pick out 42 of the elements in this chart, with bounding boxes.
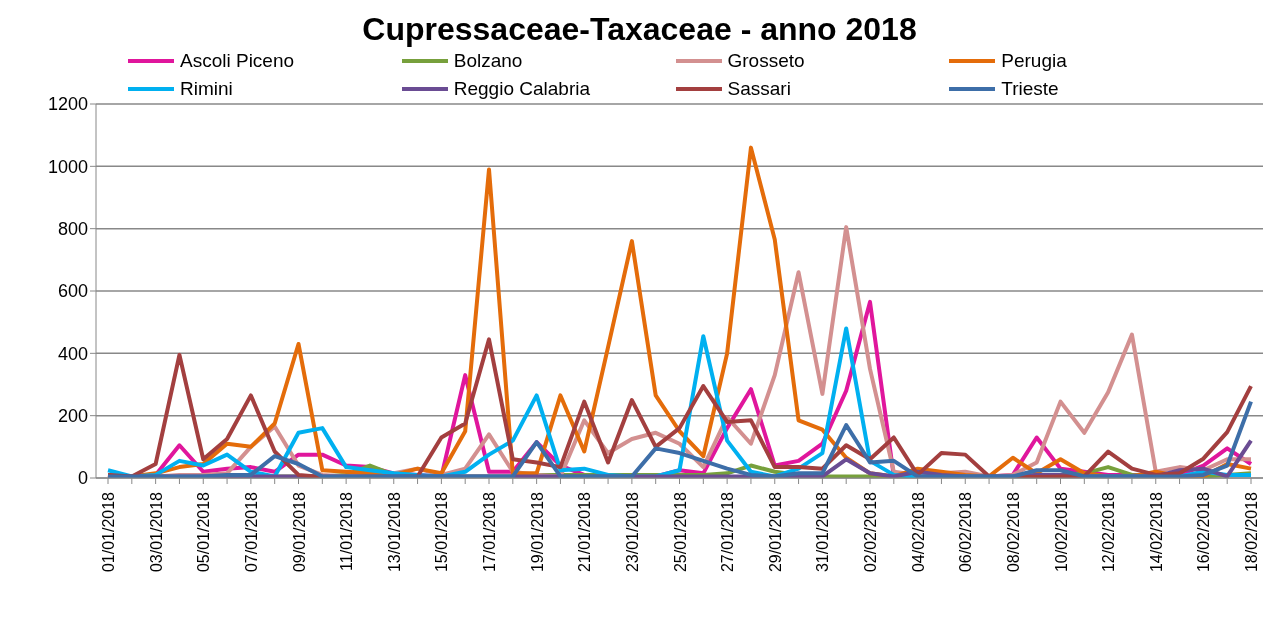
x-tick-label: 02/02/2018 <box>862 491 879 573</box>
x-tick-label: 05/01/2018 <box>195 491 213 573</box>
x-tick-label: 12/02/2018 <box>1100 491 1118 573</box>
x-tick-label: 04/02/2018 <box>909 491 927 573</box>
x-tick-label: 10/02/2018 <box>1052 491 1070 573</box>
legend-label: Ascoli Piceno <box>180 50 295 72</box>
legend-label: Reggio Calabria <box>453 78 590 100</box>
x-tick-label: 08/02/2018 <box>1004 491 1022 573</box>
legend-label: Trieste <box>1001 78 1059 100</box>
x-tick-label: 19/01/2018 <box>528 491 546 573</box>
x-tick-label: 09/01/2018 <box>290 491 308 573</box>
chart-title: Cupressaceae-Taxaceae - anno 2018 <box>361 10 918 49</box>
x-tick-label: 15/01/2018 <box>433 491 451 573</box>
x-tick-label: 11/01/2018 <box>338 491 356 571</box>
line-series <box>106 399 1253 478</box>
y-tick-label: 800 <box>57 219 88 240</box>
x-tick-label: 13/01/2018 <box>385 491 403 573</box>
x-tick-label: 23/01/2018 <box>623 491 641 573</box>
x-tick-label: 07/01/2018 <box>242 491 260 573</box>
legend-label: Grosseto <box>727 50 805 72</box>
legend-label: Bolzano <box>453 50 523 72</box>
y-tick-label: 0 <box>77 468 88 489</box>
y-tick-label: 1200 <box>47 94 88 115</box>
x-tick-label: 29/01/2018 <box>766 491 784 573</box>
x-tick-label: 25/01/2018 <box>671 491 689 573</box>
x-tick-label: 16/02/2018 <box>1195 491 1213 573</box>
x-tick-label: 06/02/2018 <box>957 491 975 573</box>
y-tick-label: 600 <box>57 281 88 302</box>
legend-label: Perugia <box>1001 50 1067 72</box>
x-tick-label: 17/01/2018 <box>481 491 498 573</box>
x-tick-label: 01/01/2018 <box>100 491 117 573</box>
x-tick-label: 31/01/2018 <box>814 491 832 573</box>
y-tick-label: 400 <box>57 343 88 364</box>
legend-label: Rimini <box>180 78 233 100</box>
x-tick-label: 14/02/2018 <box>1147 491 1165 573</box>
y-tick-label: 200 <box>57 406 88 427</box>
x-tick-label: 03/01/2018 <box>147 491 165 573</box>
x-tick-label: 21/01/2018 <box>576 491 594 573</box>
x-tick-label: 27/01/2018 <box>719 491 737 573</box>
y-tick-label: 1000 <box>47 156 88 177</box>
x-tick-label: 18/02/2018 <box>1243 491 1260 573</box>
legend-label: Sassari <box>727 78 791 100</box>
